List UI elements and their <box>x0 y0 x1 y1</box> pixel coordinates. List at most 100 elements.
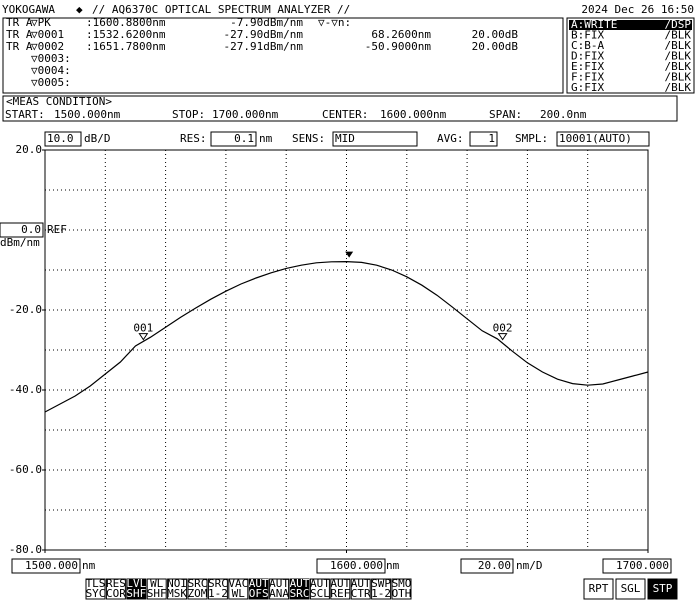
marker-name: ▽0001 <box>31 28 64 41</box>
x-tick-label: 1500.000 <box>25 559 78 572</box>
avg: 1 <box>488 132 495 145</box>
trace-mode: /DSP <box>665 18 692 31</box>
res: 0.1 <box>234 132 254 145</box>
trace-mode: /BLK <box>665 50 692 63</box>
button[interactable] <box>309 578 330 600</box>
marker-wavelength: :1532.6200nm <box>86 28 166 41</box>
button-label: MSK <box>167 587 187 600</box>
button[interactable] <box>207 578 228 600</box>
ref-label: REF <box>47 223 67 236</box>
button[interactable] <box>105 578 126 600</box>
x-unit: nm <box>386 559 400 572</box>
button-label: AUT <box>249 577 269 590</box>
trace-label: TR A <box>6 40 33 53</box>
button-label: AUT <box>330 577 350 590</box>
trace-mode: /BLK <box>665 71 692 84</box>
button-label: SMO <box>392 577 412 590</box>
button-label: AUT <box>290 577 310 590</box>
button[interactable] <box>126 578 147 600</box>
trace-name: F:FIX <box>571 71 604 84</box>
y-tick-label: -20.0 <box>9 303 42 316</box>
button[interactable] <box>371 578 392 600</box>
x-unit: nm <box>82 559 96 572</box>
button[interactable] <box>248 578 269 600</box>
meas-box <box>2 95 678 122</box>
meas-title: <MEAS CONDITION> <box>6 95 112 108</box>
trace-name: B:FIX <box>571 29 604 42</box>
side-button-label: STP <box>653 582 673 595</box>
ref-box <box>0 222 44 238</box>
res-label: RES: <box>180 132 207 145</box>
scale-box <box>44 131 82 147</box>
side-button-label: RPT <box>589 582 609 595</box>
button-label: SRC <box>290 587 310 600</box>
marker-box <box>2 17 564 94</box>
button-label: RES <box>106 577 126 590</box>
button-label: REF <box>330 587 350 600</box>
button[interactable] <box>85 578 106 600</box>
span-div-box <box>460 558 514 574</box>
trace-name: D:FIX <box>571 50 604 63</box>
button[interactable] <box>187 578 208 600</box>
button-label: WL <box>150 577 164 590</box>
button-label: SYC <box>86 587 106 600</box>
button[interactable] <box>391 578 412 600</box>
side-button[interactable] <box>647 578 678 600</box>
button-label: SRC <box>188 577 208 590</box>
marker-triangle <box>138 333 149 341</box>
button-label: OFS <box>249 587 269 600</box>
button[interactable] <box>289 578 310 600</box>
delta-title: ▽-▽n: <box>318 16 351 29</box>
y-tick-label: -80.0 <box>9 543 42 556</box>
sens-label: SENS: <box>292 132 325 145</box>
trace-mode: /BLK <box>665 81 692 94</box>
brand-bg <box>0 2 700 17</box>
marker-level: -27.91dBm/nm <box>224 40 304 53</box>
delta-level: 20.00dB <box>472 40 519 53</box>
marker-name: ▽0003: <box>31 52 71 65</box>
delta-wavelength: 68.2600nm <box>371 28 431 41</box>
res-unit: nm <box>259 132 273 145</box>
trace-name: G:FIX <box>571 81 604 94</box>
button[interactable] <box>228 578 249 600</box>
button[interactable] <box>350 578 371 600</box>
side-button[interactable] <box>583 578 614 600</box>
x-tick-label: 1600.000 <box>330 559 383 572</box>
trace-mode: /BLK <box>665 39 692 52</box>
brand: YOKOGAWA <box>2 3 55 16</box>
brand-symbol: ◆ <box>76 3 83 16</box>
x-tick-label-box <box>602 558 672 574</box>
button[interactable] <box>146 578 167 600</box>
trace-mode: /BLK <box>665 29 692 42</box>
datetime: 2024 Dec 26 16:50 <box>581 3 694 16</box>
button-label: VAC <box>228 577 248 590</box>
marker-name: ▽0004: <box>31 64 71 77</box>
side-button[interactable] <box>615 578 646 600</box>
marker-label: 002 <box>493 322 513 335</box>
button-label: 1-2 <box>371 587 391 600</box>
button-label: SCL <box>310 587 330 600</box>
trace-mode: /BLK <box>665 60 692 73</box>
ref: 0.0 <box>21 223 41 236</box>
button-label: SHF <box>126 587 146 600</box>
smpl: 10001(AUTO) <box>559 132 632 145</box>
trace-name: E:FIX <box>571 60 604 73</box>
span-div-unit: nm/D <box>516 559 543 572</box>
marker-triangle <box>497 333 508 341</box>
marker-name: ▽PK <box>31 16 51 29</box>
scale-unit: dB/D <box>84 132 111 145</box>
meas-label: SPAN: <box>489 108 522 121</box>
scale: 10.0 <box>47 132 74 145</box>
button[interactable] <box>167 578 188 600</box>
trace-highlight <box>569 20 692 30</box>
delta-level: 20.00dB <box>472 28 519 41</box>
button[interactable] <box>330 578 351 600</box>
spectrum-trace <box>44 260 649 413</box>
button[interactable] <box>269 578 290 600</box>
sens-box <box>332 131 418 147</box>
span-div: 20.00 <box>478 559 511 572</box>
sens: MID <box>335 132 355 145</box>
button-label: ANA <box>269 587 289 600</box>
meas-value: 200.0nm <box>540 108 587 121</box>
